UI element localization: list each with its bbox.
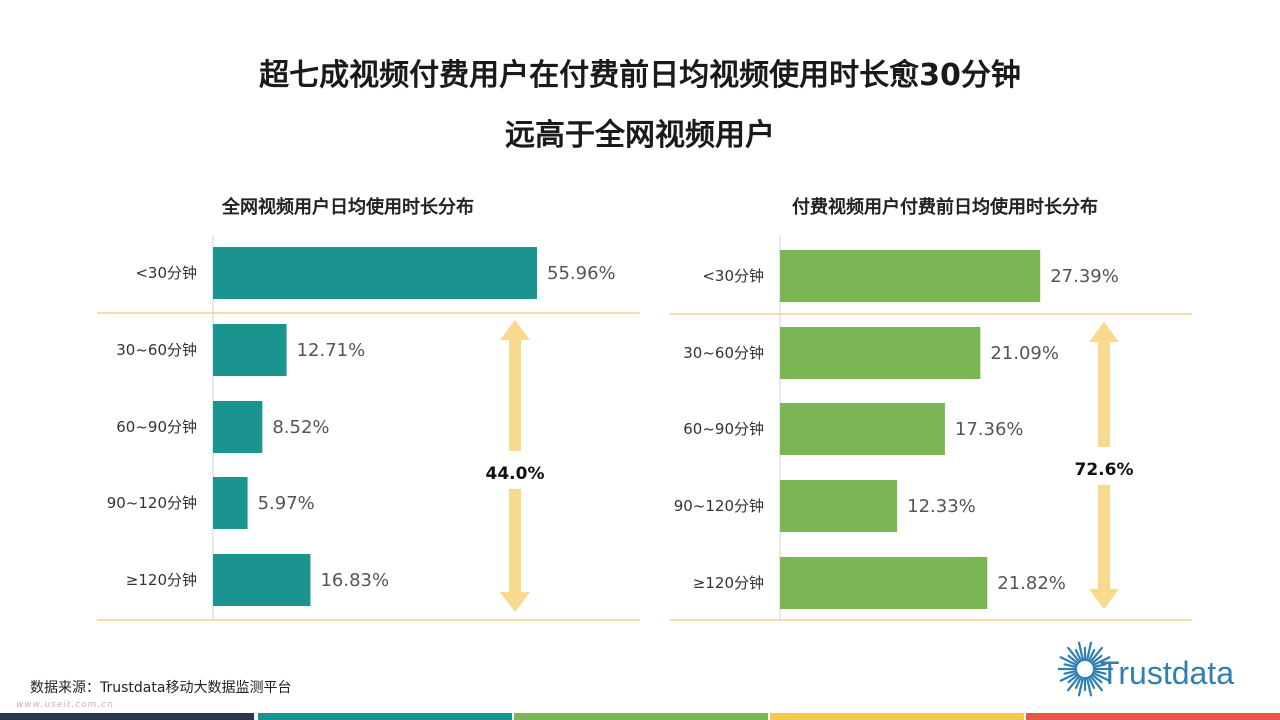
right-category-label-3: 90~120分钟 [674, 497, 764, 515]
left-bar-1 [213, 324, 287, 376]
watermark: www.useit.com.cn [16, 700, 114, 710]
right-value-label-2: 17.36% [955, 419, 1024, 440]
left-category-label-3: 90~120分钟 [107, 494, 197, 512]
right-value-label-1: 21.09% [990, 343, 1059, 364]
right-value-label-0: 27.39% [1050, 266, 1119, 287]
left-category-label-0: <30分钟 [135, 264, 197, 282]
left-bar-4 [213, 554, 311, 606]
left-bar-0 [213, 247, 538, 299]
left-arrow-head-top [500, 320, 530, 340]
left-category-label-4: ≥120分钟 [126, 571, 197, 589]
left-category-label-2: 60~90分钟 [116, 418, 197, 436]
trustdata-logo-icon [1058, 641, 1114, 697]
right-bar-2 [780, 403, 945, 455]
right-value-label-3: 12.33% [907, 496, 976, 517]
right-arrow-shaft-bottom [1098, 485, 1110, 591]
left-value-label-0: 55.96% [547, 263, 616, 284]
right-category-label-1: 30~60分钟 [683, 344, 764, 362]
color-stripe-3 [770, 713, 1024, 720]
right-chart-title: 付费视频用户付费前日均使用时长分布 [792, 197, 1098, 218]
data-source: 数据来源：Trustdata移动大数据监测平台 [30, 680, 292, 696]
page-subtitle: 远高于全网视频用户 [505, 118, 775, 153]
right-arrow-shaft-top [1098, 340, 1110, 447]
left-category-label-1: 30~60分钟 [116, 341, 197, 359]
left-arrow-shaft-bottom [509, 489, 521, 594]
right-bar-4 [780, 557, 988, 609]
right-arrow-head-top [1089, 322, 1119, 342]
right-category-label-4: ≥120分钟 [693, 574, 764, 592]
left-arrow-head-bottom [500, 592, 530, 612]
left-annotation: 44.0% [486, 464, 545, 484]
right-bar-1 [780, 327, 981, 379]
right-category-label-0: <30分钟 [702, 267, 764, 285]
right-arrow-head-bottom [1089, 589, 1119, 609]
right-category-label-2: 60~90分钟 [683, 420, 764, 438]
left-value-label-1: 12.71% [297, 340, 366, 361]
left-value-label-4: 16.83% [320, 570, 389, 591]
color-stripe-0 [0, 713, 254, 720]
page-title: 超七成视频付费用户在付费前日均视频使用时长愈30分钟 [259, 58, 1021, 93]
left-value-label-3: 5.97% [258, 493, 315, 514]
left-arrow-shaft-top [509, 338, 521, 451]
left-chart-title: 全网视频用户日均使用时长分布 [222, 197, 474, 218]
color-stripe-4 [1026, 713, 1280, 720]
trustdata-logo-text: Trustdata [1100, 655, 1234, 691]
right-bar-0 [780, 250, 1041, 302]
color-stripe-1 [258, 713, 512, 720]
right-value-label-4: 21.82% [997, 573, 1066, 594]
left-bar-3 [213, 477, 248, 529]
left-value-label-2: 8.52% [272, 417, 329, 438]
color-stripe-2 [514, 713, 768, 720]
right-annotation: 72.6% [1075, 460, 1134, 480]
left-bar-2 [213, 401, 263, 453]
right-bar-3 [780, 480, 898, 532]
